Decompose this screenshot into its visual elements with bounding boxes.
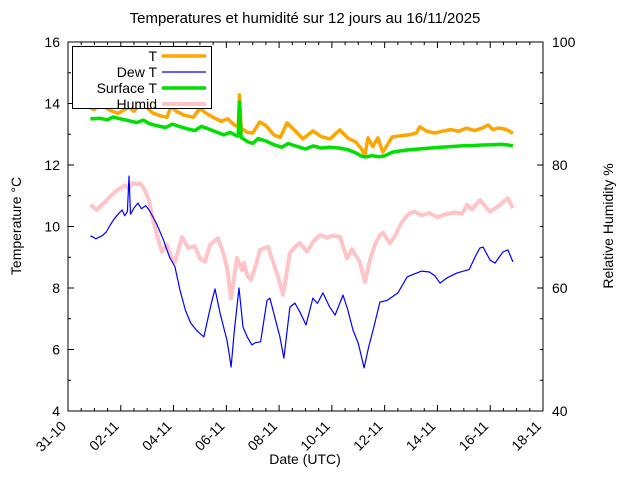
legend-item: Humid: [117, 96, 206, 112]
y-tick-label: 10: [44, 219, 60, 235]
x-tick-label: 10-11: [297, 418, 333, 454]
y2-tick-label: 40: [552, 403, 568, 419]
legend-item-label: Humid: [117, 96, 157, 112]
y-tick-label: 16: [44, 34, 60, 50]
y-axis-title: Temperature °C: [8, 177, 24, 275]
series-line-t: [89, 93, 514, 157]
x-tick-label: 06-11: [192, 418, 228, 454]
series-line-dew-t: [90, 175, 514, 369]
x-tick-label: 02-11: [86, 418, 122, 454]
legend-item-label: Surface T: [97, 80, 158, 96]
legend-item: Dew T: [117, 64, 206, 80]
y-tick-label: 14: [44, 96, 60, 112]
series-line-surface-t: [90, 100, 514, 159]
series-line-humid: [89, 180, 515, 301]
x-tick-label: 08-11: [244, 418, 280, 454]
x-tick-label: 12-11: [350, 418, 386, 454]
x-axis-title: Date (UTC): [269, 451, 341, 467]
x-tick-label: 14-11: [403, 418, 439, 454]
y2-axis-title: Relative Humidity %: [600, 163, 616, 288]
chart-title: Temperatures et humidité sur 12 jours au…: [130, 10, 481, 27]
y2-tick-label: 80: [552, 157, 568, 173]
x-tick-label: 04-11: [139, 418, 175, 454]
y-tick-label: 6: [52, 342, 60, 358]
x-tick-label: 18-11: [508, 418, 544, 454]
legend-item-label: Dew T: [117, 64, 158, 80]
legend-item-label: T: [148, 48, 157, 64]
plot-series: [89, 93, 515, 369]
y-tick-label: 8: [52, 280, 60, 296]
legend-item: Surface T: [97, 80, 206, 96]
y2-tick-label: 100: [552, 34, 576, 50]
x-tick-label: 16-11: [455, 418, 491, 454]
y2-tick-label: 60: [552, 280, 568, 296]
y-tick-label: 12: [44, 157, 60, 173]
x-tick-label: 31-10: [32, 418, 69, 455]
y-tick-label: 4: [52, 403, 60, 419]
legend-item: T: [148, 48, 206, 64]
